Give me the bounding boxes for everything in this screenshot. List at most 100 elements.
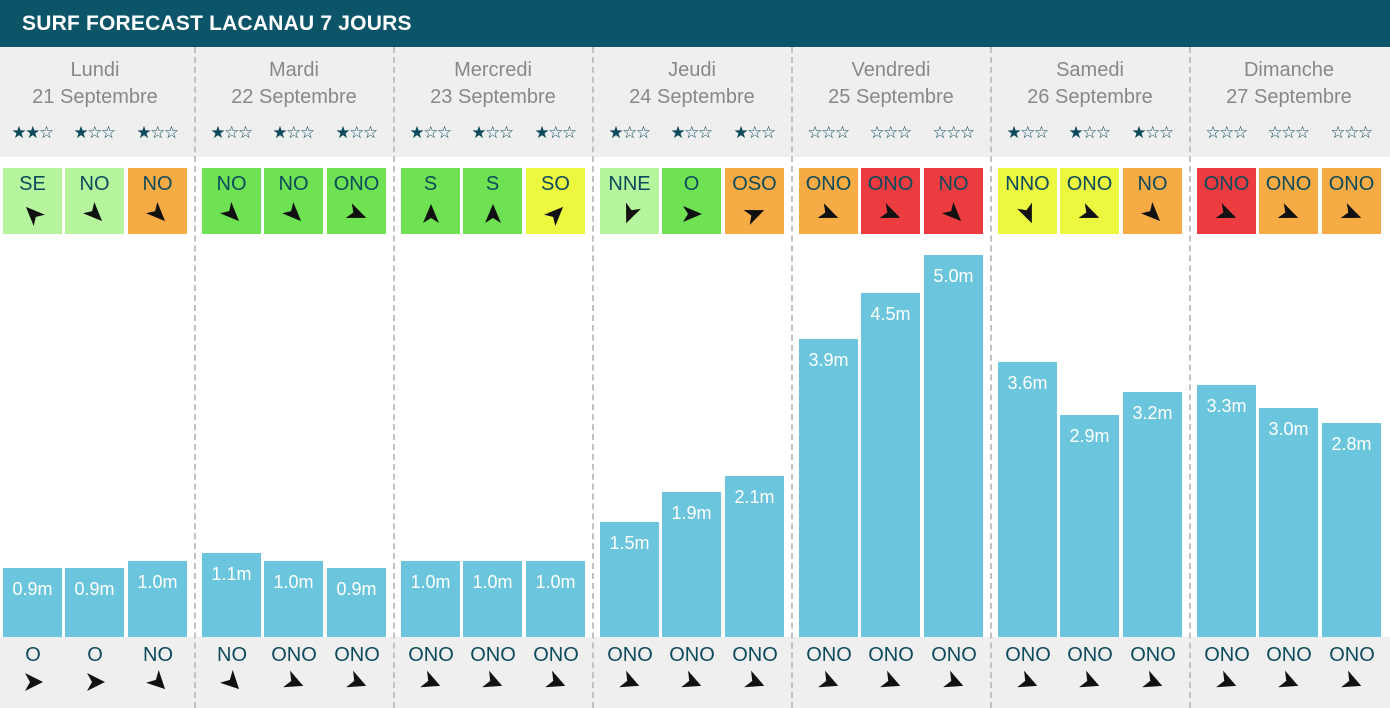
- swell-direction-arrow-icon: [146, 670, 166, 690]
- wave-height-label: 1.1m: [211, 563, 252, 584]
- wave-height-bar: [924, 254, 983, 637]
- rating-stars: ☆☆☆: [807, 123, 850, 142]
- swell-direction-label: ONO: [1204, 644, 1250, 666]
- wind-direction-arrow-icon-shape: [25, 206, 45, 226]
- day-name: Samedi: [1056, 59, 1124, 81]
- rating-stars: ★☆☆: [409, 123, 452, 142]
- wind-direction-arrow-icon-shape: [83, 202, 103, 222]
- wind-direction-arrow-icon: [544, 206, 564, 226]
- rating-stars: ★☆☆: [73, 123, 116, 142]
- wind-direction-arrow-icon: [626, 202, 641, 224]
- wind-direction-label: ONO: [867, 173, 914, 195]
- wind-direction-arrow-icon-shape: [626, 202, 641, 224]
- wave-height-label: 1.5m: [609, 533, 650, 554]
- wave-height-bar: [1259, 407, 1318, 637]
- wind-direction-arrow-icon-shape: [485, 204, 501, 223]
- wind-direction-arrow-icon-shape: [817, 203, 839, 218]
- wind-direction-arrow-icon: [1017, 202, 1032, 224]
- rating-stars: ★★☆: [11, 123, 54, 142]
- rating-stars: ★☆☆: [136, 123, 179, 142]
- swell-direction-arrow-icon-shape: [818, 670, 839, 688]
- swell-direction-arrow-icon: [482, 670, 503, 688]
- day-separator: [393, 47, 395, 708]
- wind-direction-arrow-icon-shape: [1215, 203, 1237, 218]
- swell-direction-label: ONO: [732, 644, 778, 666]
- wave-height-bar: [1060, 415, 1119, 637]
- wave-height-bar: [799, 338, 858, 637]
- wind-box: NO: [924, 168, 983, 234]
- wave-height-bar: [1197, 384, 1256, 637]
- day-date: 21 Septembre: [32, 86, 158, 108]
- swell-direction-arrow-icon: [87, 673, 105, 691]
- wind-box: ONO: [1322, 168, 1381, 234]
- wind-direction-arrow-icon: [220, 202, 240, 222]
- wind-box: ONO: [327, 168, 386, 234]
- wave-height-label: 1.0m: [410, 571, 451, 592]
- wind-box: ONO: [1060, 168, 1119, 234]
- wave-height-bar: [401, 560, 460, 637]
- day-header-band: [0, 47, 1390, 157]
- rating-stars: ★☆☆: [1068, 123, 1111, 142]
- wave-height-bar: [3, 568, 62, 637]
- swell-direction-arrow-icon-shape: [1278, 670, 1299, 688]
- wave-height-label: 2.8m: [1331, 433, 1372, 454]
- wave-height-bar: [861, 292, 920, 637]
- day-name: Mardi: [268, 59, 319, 81]
- rating-stars: ★☆☆: [1006, 123, 1049, 142]
- wind-direction-arrow-icon: [879, 203, 901, 218]
- swell-direction-arrow-icon: [420, 670, 441, 688]
- swell-direction-arrow-icon-shape: [482, 670, 503, 688]
- wind-direction-arrow-icon-shape: [879, 203, 901, 218]
- wave-height-bar: [1322, 422, 1381, 637]
- day-name: Vendredi: [851, 59, 931, 81]
- swell-direction-label: ONO: [669, 644, 715, 666]
- swell-direction-arrow-icon-shape: [1079, 670, 1100, 688]
- wave-height-bar: [526, 560, 585, 637]
- day-separator: [990, 47, 992, 708]
- swell-direction-arrow-icon-shape: [619, 670, 640, 688]
- wind-box: NNO: [998, 168, 1057, 234]
- wind-box: OSO: [725, 168, 784, 234]
- day-name: Jeudi: [668, 59, 716, 81]
- swell-direction-label: NO: [217, 644, 247, 666]
- wave-height-label: 1.9m: [671, 502, 712, 523]
- wind-direction-label: NO: [938, 173, 969, 195]
- wind-box: NO: [128, 168, 187, 234]
- wind-direction-label: ONO: [333, 173, 380, 195]
- wave-height-bar: [662, 491, 721, 637]
- wind-direction-arrow-icon-shape: [345, 203, 367, 218]
- wind-box: S: [401, 168, 460, 234]
- wind-direction-arrow-icon-shape: [1078, 203, 1100, 218]
- wind-box: ONO: [861, 168, 920, 234]
- wave-height-bar: [998, 361, 1057, 637]
- wind-direction-label: ONO: [1066, 173, 1113, 195]
- wind-direction-label: NNE: [608, 173, 651, 195]
- day-name: Dimanche: [1243, 59, 1335, 81]
- wave-height-label: 3.6m: [1007, 372, 1048, 393]
- wind-direction-arrow-icon: [485, 204, 501, 223]
- rating-stars: ★☆☆: [534, 123, 577, 142]
- wind-direction-label: S: [423, 173, 438, 195]
- wind-direction-arrow-icon: [817, 203, 839, 218]
- wave-height-label: 3.0m: [1268, 418, 1309, 439]
- swell-direction-arrow-icon-shape: [1341, 670, 1362, 688]
- day-date: 26 Septembre: [1027, 86, 1153, 108]
- rating-stars: ★☆☆: [272, 123, 315, 142]
- wind-direction-arrow-icon-shape: [146, 202, 166, 222]
- swell-direction-arrow-icon: [818, 670, 839, 688]
- wave-height-label: 2.9m: [1069, 426, 1110, 447]
- swell-direction-arrow-icon-shape: [1017, 670, 1038, 688]
- swell-direction-arrow-icon-shape: [146, 670, 166, 690]
- rating-stars: ★☆☆: [471, 123, 514, 142]
- swell-direction-label: ONO: [334, 644, 380, 666]
- wind-direction-arrow-icon-shape: [1277, 203, 1299, 218]
- swell-direction-arrow-icon-shape: [545, 670, 566, 688]
- day-date: 23 Septembre: [430, 86, 556, 108]
- wave-height-label: 3.9m: [808, 349, 849, 370]
- swell-direction-arrow-icon: [1278, 670, 1299, 688]
- swell-direction-arrow-icon: [681, 670, 702, 688]
- wave-height-bar: [463, 560, 522, 637]
- swell-direction-arrow-icon: [880, 670, 901, 688]
- day-separator: [592, 47, 594, 708]
- wind-box: SE: [3, 168, 62, 234]
